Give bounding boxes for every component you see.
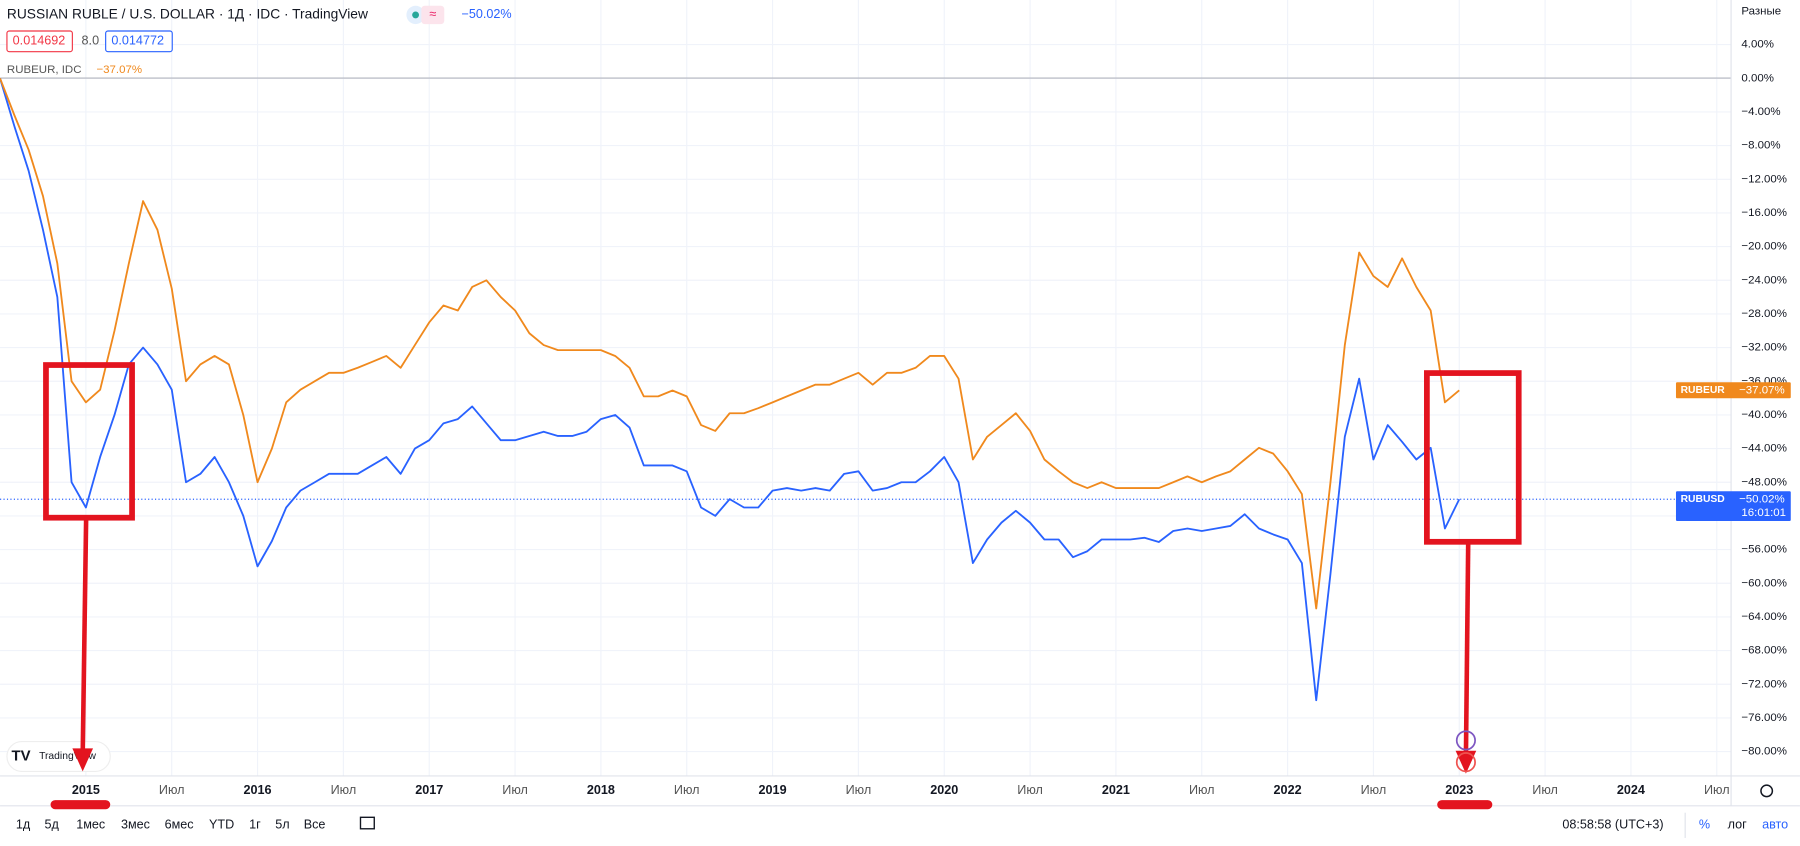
y-tick-label: −60.00%: [1741, 577, 1787, 589]
x-tick-label: 2017: [415, 783, 443, 797]
y-tick-label: −56.00%: [1741, 544, 1787, 556]
x-tick-label: Июл: [159, 783, 185, 797]
series-line: [0, 78, 1461, 702]
y-tick-label: −24.00%: [1741, 274, 1787, 286]
series-line: [0, 77, 1460, 610]
y-tick-label: −36.00%: [1741, 375, 1787, 387]
x-tick-label: 2024: [1617, 783, 1645, 797]
percent-toggle[interactable]: %: [1699, 818, 1710, 832]
x-tick-label: Июл: [1704, 783, 1730, 797]
y-tick-label: −20.00%: [1741, 241, 1787, 253]
annotation-box: [43, 362, 135, 521]
approx-badge: [421, 5, 445, 25]
range-toolbar: 1д 5д 1мес 3мес 6мес YTD 1г 5л Все: [16, 818, 326, 832]
status-dot: [412, 11, 420, 19]
y-tick-label: −12.00%: [1741, 173, 1787, 185]
y-tick-label: −48.00%: [1741, 476, 1787, 488]
y-tick-label: −64.00%: [1741, 611, 1787, 623]
y-tick-label: −68.00%: [1741, 645, 1787, 657]
annotation-arrow: [80, 517, 89, 756]
y-tick-label: −28.00%: [1741, 308, 1787, 320]
y-tick-label: −40.00%: [1741, 409, 1787, 421]
y-tick-label: −80.00%: [1741, 746, 1787, 758]
clock: 08:58:58 (UTC+3): [1562, 818, 1663, 832]
x-tick-label: 2022: [1274, 783, 1302, 797]
logo-mark: TV: [12, 747, 31, 764]
range-button[interactable]: 1д: [16, 818, 31, 832]
y-tick-label: −44.00%: [1741, 443, 1787, 455]
range-button[interactable]: 1мес: [76, 818, 105, 832]
event-marker[interactable]: [1455, 752, 1476, 773]
x-tick-label: 2016: [244, 783, 272, 797]
x-tick-label: Июл: [1532, 783, 1558, 797]
x-tick-label: Июл: [674, 783, 700, 797]
x-tick-label: Июл: [1189, 783, 1215, 797]
annotation-underline: [50, 800, 111, 810]
event-marker[interactable]: [1455, 730, 1476, 751]
compare-change: −37.07%: [96, 64, 142, 76]
y-tick-label: 0.00%: [1741, 72, 1774, 84]
log-toggle[interactable]: лог: [1728, 818, 1748, 832]
settings-icon[interactable]: [1760, 784, 1774, 798]
auto-toggle[interactable]: авто: [1762, 818, 1788, 832]
x-tick-label: 2023: [1445, 783, 1473, 797]
x-tick-label: Июл: [846, 783, 872, 797]
ask-price: 0.014772: [111, 34, 164, 48]
x-tick-label: Июл: [502, 783, 528, 797]
y-tick-label: −4.00%: [1741, 106, 1780, 118]
bid-price: 0.014692: [13, 34, 66, 48]
annotation-arrow: [1463, 541, 1471, 758]
spread: 8.0: [82, 34, 100, 48]
bid-box: [6, 30, 73, 53]
y-tick-label: 4.00%: [1741, 39, 1774, 51]
annotation-arrowhead: [72, 748, 94, 772]
range-button[interactable]: 3мес: [121, 818, 150, 832]
x-tick-label: 2019: [759, 783, 787, 797]
price-tag-value: −37.07%: [1739, 384, 1785, 396]
y-tick-label: −16.00%: [1741, 207, 1787, 219]
price-tag-symbol: RUBEUR: [1681, 385, 1726, 396]
annotation-box: [1424, 370, 1522, 545]
y-tick-label: −8.00%: [1741, 140, 1780, 152]
range-button[interactable]: 1г: [249, 818, 261, 832]
y-tick-label: −72.00%: [1741, 678, 1787, 690]
logo-text: TradingView: [39, 751, 96, 762]
x-tick-label: 2021: [1102, 783, 1130, 797]
x-tick-label: Июл: [331, 783, 357, 797]
compare-symbol: RUBEUR, IDC: [7, 64, 82, 76]
range-button[interactable]: 6мес: [165, 818, 194, 832]
header-change: −50.02%: [462, 7, 512, 21]
x-tick-label: 2018: [587, 783, 615, 797]
price-tag: [1675, 491, 1791, 522]
price-tag-symbol: RUBUSD: [1681, 494, 1726, 505]
annotation-underline: [1437, 800, 1493, 810]
line-layer: [0, 77, 1732, 702]
y-tick-label: −32.00%: [1741, 342, 1787, 354]
range-button[interactable]: 5д: [45, 818, 60, 832]
price-tag-countdown: 16:01:01: [1741, 507, 1786, 519]
y-tick-label: −76.00%: [1741, 712, 1787, 724]
date-range-icon[interactable]: [359, 816, 375, 830]
x-tick-label: 2015: [72, 783, 100, 797]
annotation-arrowhead: [1455, 750, 1477, 774]
chart-title: RUSSIAN RUBLE / U.S. DOLLAR · 1Д · IDC ·…: [7, 7, 368, 22]
price-tag-value: −50.02%: [1739, 493, 1785, 505]
x-tick-label: Июл: [1361, 783, 1387, 797]
approx-icon: ≈: [429, 7, 436, 21]
price-tag: [1675, 382, 1791, 399]
scale-mode[interactable]: Разные: [1741, 6, 1781, 18]
ask-box: [105, 30, 173, 53]
range-button[interactable]: Все: [304, 818, 326, 832]
range-button[interactable]: YTD: [209, 818, 234, 832]
x-tick-label: 2020: [930, 783, 958, 797]
range-button[interactable]: 5л: [275, 818, 289, 832]
x-tick-label: Июл: [1017, 783, 1043, 797]
